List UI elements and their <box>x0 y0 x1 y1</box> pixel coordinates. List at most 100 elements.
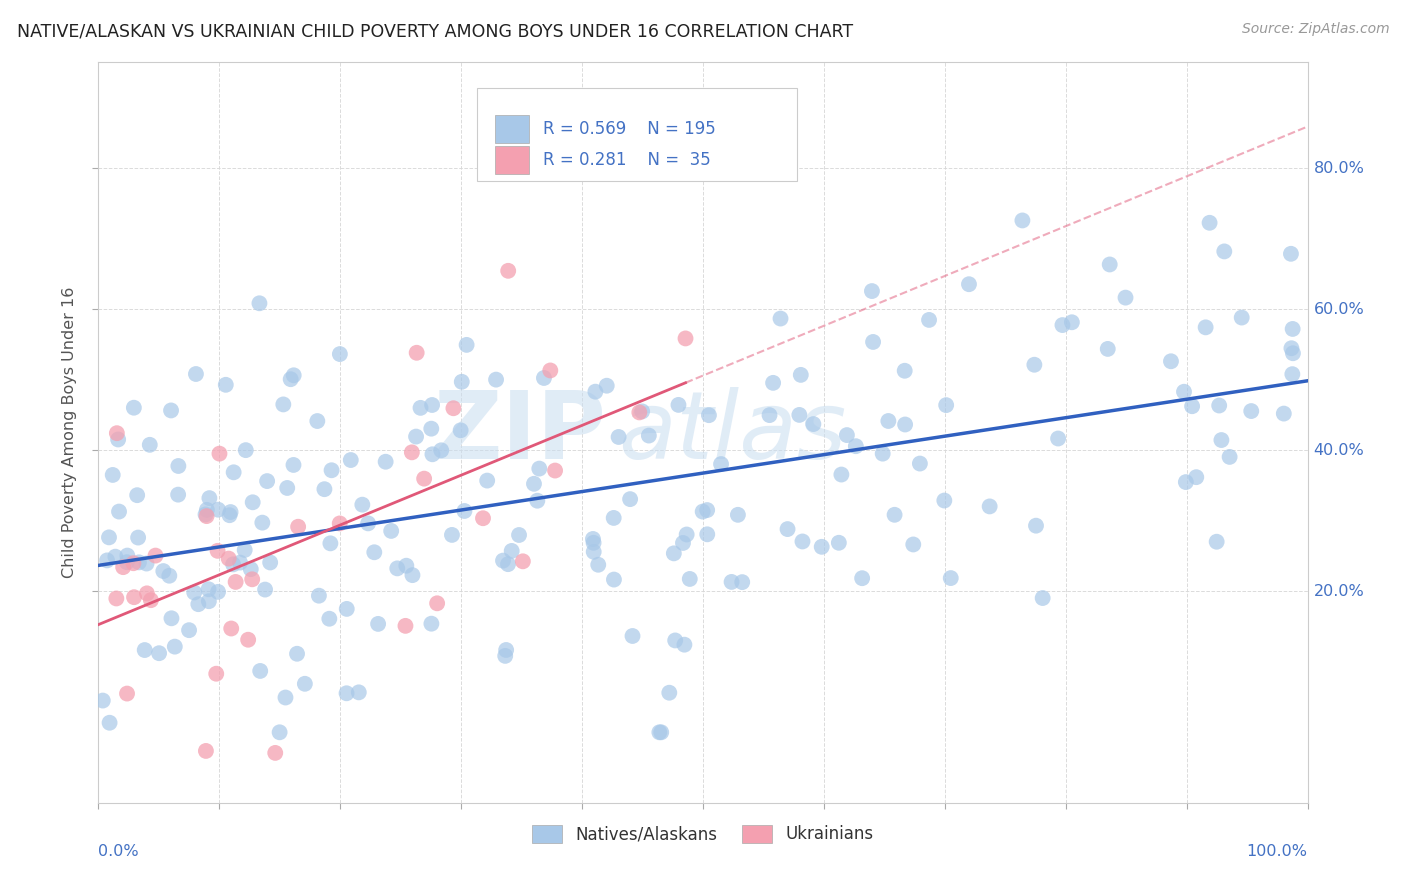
Point <box>101 467 124 482</box>
Point <box>160 611 183 625</box>
Point <box>426 596 449 610</box>
Point <box>893 364 915 378</box>
Point <box>264 746 287 760</box>
Point <box>195 503 218 517</box>
Point <box>710 457 733 471</box>
Point <box>672 536 695 550</box>
Point <box>395 558 418 573</box>
Point <box>492 553 515 567</box>
Point <box>145 549 167 563</box>
Point <box>939 571 962 585</box>
Point <box>219 622 242 636</box>
Point <box>908 457 931 471</box>
Point <box>128 555 150 569</box>
Point <box>163 640 186 654</box>
Point <box>318 612 340 626</box>
Point <box>496 557 519 571</box>
Point <box>127 488 149 502</box>
Point <box>1025 518 1047 533</box>
Point <box>1097 342 1119 356</box>
Point <box>105 426 128 441</box>
Point <box>1185 470 1208 484</box>
Point <box>697 408 720 422</box>
Point <box>1208 399 1230 413</box>
Point <box>405 345 427 359</box>
Point <box>252 516 274 530</box>
Point <box>283 368 305 383</box>
Point <box>979 500 1001 514</box>
Point <box>1060 315 1083 329</box>
Point <box>1160 354 1182 368</box>
Point <box>675 527 697 541</box>
Point <box>319 536 342 550</box>
Point <box>352 498 374 512</box>
Point <box>127 531 149 545</box>
Point <box>195 509 218 524</box>
Point <box>637 428 659 442</box>
Point <box>205 666 228 681</box>
Point <box>935 398 957 412</box>
Point <box>380 524 402 538</box>
Point <box>495 643 517 657</box>
Point <box>769 311 792 326</box>
Point <box>872 447 894 461</box>
Point <box>135 586 157 600</box>
Point <box>222 558 245 572</box>
Point <box>96 553 118 567</box>
Point <box>183 585 205 599</box>
Point <box>276 481 298 495</box>
Point <box>441 401 464 416</box>
Point <box>115 687 138 701</box>
Point <box>139 593 162 607</box>
Point <box>363 545 385 559</box>
Point <box>586 558 609 572</box>
Point <box>650 725 672 739</box>
Point <box>883 508 905 522</box>
FancyBboxPatch shape <box>495 146 529 174</box>
Point <box>1282 346 1305 360</box>
Point <box>367 616 389 631</box>
Point <box>1052 318 1074 332</box>
Point <box>696 527 718 541</box>
Point <box>957 277 980 292</box>
Point <box>273 397 295 411</box>
Point <box>374 455 396 469</box>
Point <box>91 693 114 707</box>
Point <box>167 458 190 473</box>
Point <box>472 511 495 525</box>
Point <box>662 546 685 560</box>
Point <box>287 520 309 534</box>
Point <box>720 574 742 589</box>
Point <box>679 572 702 586</box>
Point <box>501 544 523 558</box>
Point <box>533 371 555 385</box>
Point <box>512 554 534 568</box>
Point <box>394 619 416 633</box>
Point <box>790 368 813 382</box>
Point <box>477 474 499 488</box>
Point <box>619 492 641 507</box>
Point <box>177 623 200 637</box>
Y-axis label: Child Poverty Among Boys Under 16: Child Poverty Among Boys Under 16 <box>62 287 77 578</box>
Point <box>845 439 868 453</box>
Point <box>335 686 357 700</box>
Point <box>1211 433 1233 447</box>
Point <box>430 443 453 458</box>
Point <box>762 376 785 390</box>
Point <box>456 338 478 352</box>
Point <box>105 591 128 606</box>
Point <box>308 589 330 603</box>
Point <box>529 461 551 475</box>
Point <box>1230 310 1253 325</box>
Point <box>1279 247 1302 261</box>
FancyBboxPatch shape <box>495 114 529 143</box>
Point <box>256 474 278 488</box>
Point <box>631 404 654 418</box>
Point <box>336 602 359 616</box>
Point <box>1219 450 1241 464</box>
Point <box>307 414 329 428</box>
Point <box>197 582 219 597</box>
Point <box>1213 244 1236 259</box>
Point <box>1281 341 1303 355</box>
Point <box>1098 257 1121 271</box>
